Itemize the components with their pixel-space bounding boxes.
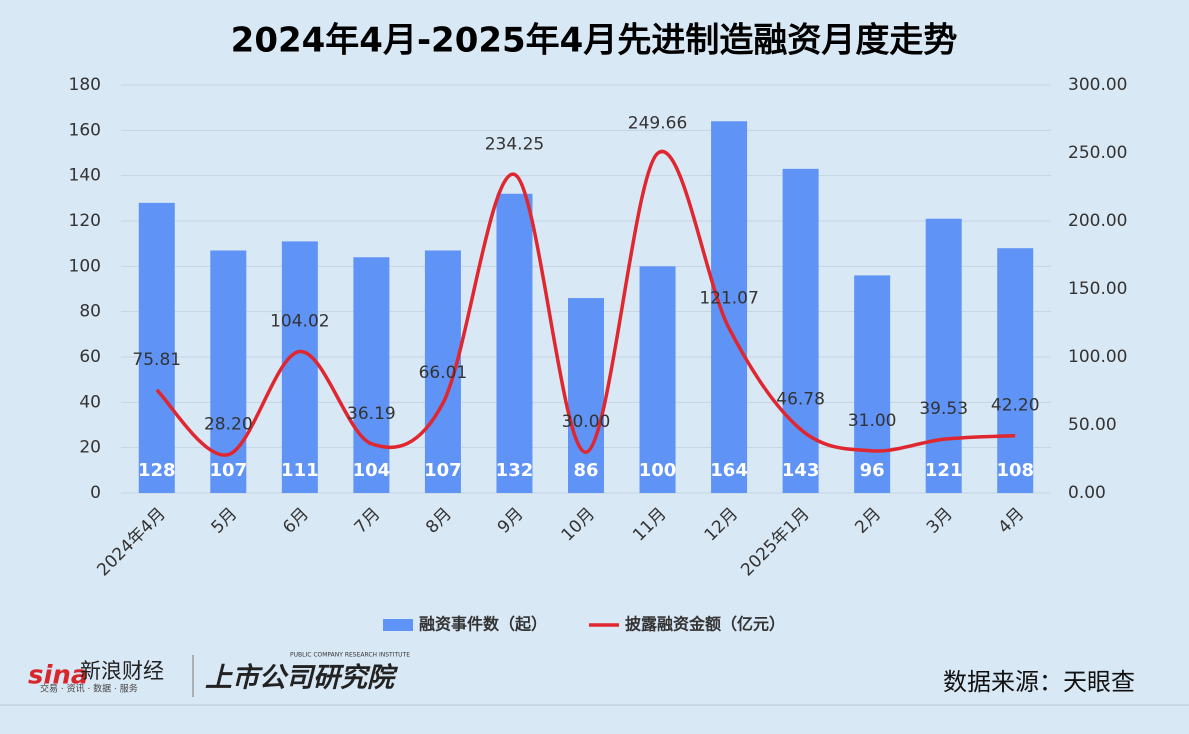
line-value-label: 104.02: [270, 312, 329, 332]
line-value-label: 42.20: [991, 396, 1040, 416]
bar-value-label: 107: [424, 460, 462, 481]
line-value-label: 31.00: [848, 411, 897, 431]
y-tick-label: 60: [79, 347, 101, 367]
line-value-label: 121.07: [699, 288, 758, 308]
x-tick-label: 10月: [558, 504, 599, 545]
bar: [281, 241, 318, 493]
bar: [353, 257, 390, 493]
bar: [854, 275, 891, 493]
bar: [711, 121, 748, 494]
bar-value-label: 100: [639, 460, 677, 481]
y-tick-label: 20: [79, 438, 101, 458]
bar-value-label: 121: [925, 460, 963, 481]
bar: [925, 218, 962, 493]
x-tick-label: 2024年4月: [93, 504, 169, 580]
x-tick-label: 4月: [994, 504, 1028, 538]
bar: [496, 193, 533, 494]
x-tick-label: 2月: [851, 504, 885, 538]
sina-logo: sina: [28, 661, 88, 691]
sina-name: 新浪财经: [80, 659, 164, 683]
x-tick-label: 5月: [208, 504, 242, 538]
line-value-label: 39.53: [919, 399, 968, 419]
y-tick-label: 100: [69, 256, 101, 276]
line-value-label: 36.19: [347, 404, 396, 424]
x-tick-label: 8月: [422, 504, 456, 538]
bar: [639, 266, 676, 493]
bar: [138, 202, 175, 493]
y2-tick-label: 250.00: [1068, 143, 1127, 163]
y-tick-label: 180: [69, 75, 101, 95]
x-tick-label: 6月: [279, 504, 313, 538]
line-value-label: 28.20: [204, 415, 253, 435]
y-tick-label: 80: [79, 302, 101, 322]
y-tick-label: 120: [69, 211, 101, 231]
line-value-label: 66.01: [419, 363, 468, 383]
y2-tick-label: 300.00: [1068, 75, 1127, 95]
bar-value-label: 132: [496, 460, 534, 481]
y2-tick-label: 100.00: [1068, 347, 1127, 367]
bar: [782, 168, 819, 493]
institute-name: 上市公司研究院: [205, 663, 399, 694]
bar: [568, 298, 604, 493]
bar-value-label: 108: [996, 460, 1034, 481]
y-tick-label: 160: [69, 120, 101, 140]
chart-title: 2024年4月-2025年4月先进制造融资月度走势: [231, 21, 958, 61]
line: [155, 149, 1016, 457]
x-tick-label: 9月: [494, 504, 528, 538]
x-tick-label: 2025年1月: [737, 504, 813, 580]
bar-value-label: 107: [210, 460, 248, 481]
line-value-label: 234.25: [485, 134, 544, 154]
y-tick-label: 0: [90, 483, 101, 503]
line-value-label: 249.66: [628, 113, 687, 133]
bar-value-label: 164: [710, 460, 748, 481]
line-value-label: 30.00: [562, 412, 611, 432]
source: 数据来源：天眼查: [943, 668, 1135, 696]
y2-tick-label: 50.00: [1068, 415, 1117, 435]
x-tick-label: 11月: [629, 504, 670, 545]
y2-tick-label: 150.00: [1068, 279, 1127, 299]
bar-value-label: 111: [281, 460, 319, 481]
y-tick-label: 140: [69, 166, 101, 186]
bar-value-label: 96: [860, 460, 885, 481]
institute-en: PUBLIC COMPANY RESEARCH INSTITUTE: [290, 652, 410, 659]
bar-value-label: 128: [138, 460, 176, 481]
y2-tick-label: 0.00: [1068, 483, 1106, 503]
y-tick-label: 40: [79, 392, 101, 412]
line-value-label: 75.81: [132, 350, 181, 370]
bar: [997, 248, 1034, 493]
y2-tick-label: 200.00: [1068, 211, 1127, 231]
bar-value-label: 86: [573, 460, 598, 481]
sina-tagline: 交易 · 资讯 · 数据 · 服务: [40, 683, 138, 695]
x-tick-label: 7月: [351, 504, 385, 538]
legend-label: 披露融资金额（亿元）: [625, 615, 785, 634]
x-tick-label: 12月: [701, 504, 742, 545]
x-tick-label: 3月: [923, 504, 957, 538]
bar: [210, 250, 247, 493]
bar-value-label: 104: [353, 460, 391, 481]
line-value-label: 46.78: [776, 389, 825, 409]
legend-swatch: [383, 619, 413, 631]
bar-value-label: 143: [782, 460, 820, 481]
legend-label: 融资事件数（起）: [419, 615, 547, 634]
